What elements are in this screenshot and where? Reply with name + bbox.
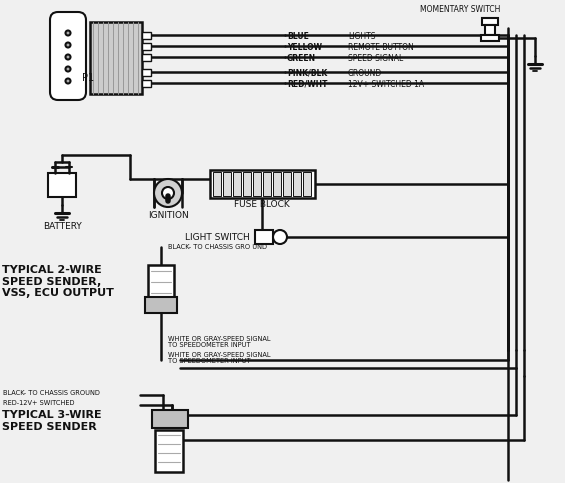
Bar	[48, 173, 76, 197]
Text: TYPICAL 2-WIRE
SPEED SENDER,
VSS, ECU OUTPUT: TYPICAL 2-WIRE SPEED SENDER, VSS, ECU OU…	[2, 265, 114, 298]
Bar	[482, 18, 498, 25]
Bar	[155, 430, 183, 472]
Circle shape	[66, 55, 71, 59]
Bar	[293, 172, 301, 196]
Text: WHITE OR GRAY-SPEED SIGNAL: WHITE OR GRAY-SPEED SIGNAL	[168, 336, 271, 342]
Text: IGNITION: IGNITION	[147, 211, 188, 220]
Circle shape	[273, 230, 287, 244]
Text: TYPICAL 3-WIRE
SPEED SENDER: TYPICAL 3-WIRE SPEED SENDER	[2, 410, 102, 432]
Bar	[485, 25, 495, 35]
Text: GROUND: GROUND	[348, 69, 383, 77]
Bar	[255, 230, 273, 244]
Text: WHITE OR GRAY-SPEED SIGNAL: WHITE OR GRAY-SPEED SIGNAL	[168, 352, 271, 358]
Text: RED-12V+ SWITCHED: RED-12V+ SWITCHED	[3, 400, 75, 406]
Bar	[213, 172, 221, 196]
Bar	[303, 172, 311, 196]
Bar	[145, 297, 177, 313]
Bar	[90, 22, 142, 94]
Bar	[142, 43, 151, 50]
Text: P1: P1	[82, 73, 94, 83]
Bar	[263, 172, 271, 196]
Circle shape	[162, 187, 174, 199]
Text: RED/WHT: RED/WHT	[287, 80, 328, 88]
Circle shape	[66, 30, 71, 35]
Text: BLACK- TO CHASSIS GRO UND: BLACK- TO CHASSIS GRO UND	[168, 244, 267, 250]
Text: TO SPEEDOMETER INPUT: TO SPEEDOMETER INPUT	[168, 342, 251, 348]
Bar	[223, 172, 231, 196]
Bar	[142, 32, 151, 39]
Text: SPEED SIGNAL: SPEED SIGNAL	[348, 54, 403, 62]
Text: TO SPEEDOMETER INPUT: TO SPEEDOMETER INPUT	[168, 358, 251, 364]
Bar	[142, 54, 151, 61]
Text: FUSE BLOCK: FUSE BLOCK	[234, 200, 290, 209]
Bar	[243, 172, 251, 196]
Circle shape	[66, 43, 71, 47]
Text: BLACK- TO CHASSIS GROUND: BLACK- TO CHASSIS GROUND	[3, 390, 100, 396]
Bar	[481, 35, 499, 41]
Text: GREEN: GREEN	[287, 54, 316, 62]
Bar	[148, 265, 174, 300]
Text: PINK/BLK: PINK/BLK	[287, 69, 327, 77]
Bar	[142, 69, 151, 76]
Text: YELLOW: YELLOW	[287, 43, 322, 52]
Text: REMOTE BUTTON: REMOTE BUTTON	[348, 43, 414, 52]
Text: LIGHT SWITCH: LIGHT SWITCH	[185, 232, 250, 242]
Bar	[283, 172, 291, 196]
Bar	[142, 80, 151, 87]
Circle shape	[66, 67, 71, 71]
Text: LIGHTS: LIGHTS	[348, 31, 376, 41]
Text: 12V+ SWITCHED 1A: 12V+ SWITCHED 1A	[348, 80, 424, 88]
Circle shape	[154, 179, 182, 207]
Bar	[210, 170, 315, 198]
Circle shape	[66, 79, 71, 84]
Bar	[253, 172, 261, 196]
Text: BLUE: BLUE	[287, 31, 309, 41]
Bar	[152, 410, 188, 428]
Text: MOMENTARY SWITCH: MOMENTARY SWITCH	[420, 5, 500, 14]
FancyBboxPatch shape	[50, 12, 86, 100]
Text: BATTERY: BATTERY	[42, 222, 81, 231]
Bar	[233, 172, 241, 196]
Bar	[273, 172, 281, 196]
